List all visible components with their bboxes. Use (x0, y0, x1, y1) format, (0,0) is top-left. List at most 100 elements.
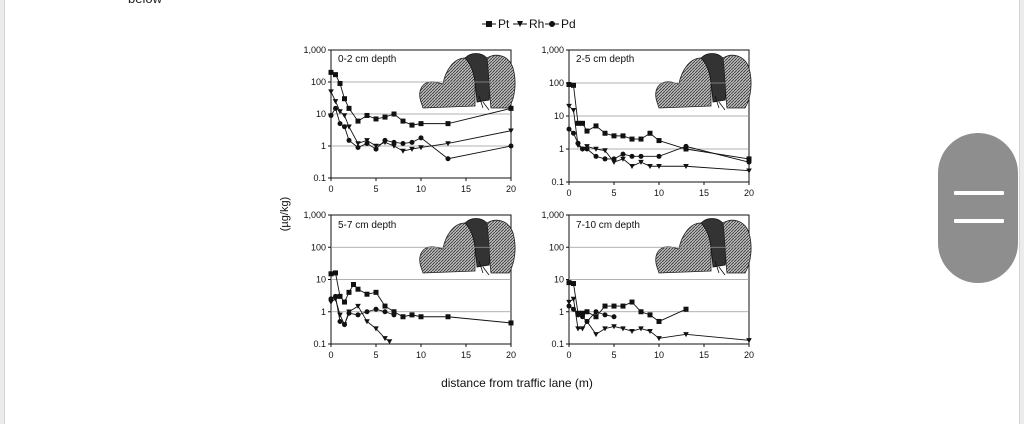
point-pt (580, 310, 585, 316)
point-pd (373, 306, 379, 312)
point-pt (656, 318, 662, 324)
point-pd (580, 146, 585, 152)
point-pt (337, 80, 343, 86)
point-rh (593, 146, 599, 152)
point-pd (620, 151, 626, 157)
point-pt (566, 280, 572, 286)
panel-title: 7-10 cm depth (576, 220, 640, 231)
point-pd (611, 156, 617, 162)
x-tick-label: 0 (566, 350, 571, 360)
point-rh (400, 148, 406, 154)
handle-grip-line-icon (954, 191, 1004, 195)
x-tick-label: 20 (506, 184, 516, 194)
point-pt (647, 312, 653, 318)
legend: Pt Rh Pd (482, 17, 576, 31)
lungs-illustration-icon (419, 218, 516, 276)
x-tick-label: 10 (654, 188, 664, 198)
point-rh (355, 303, 361, 309)
point-pd (445, 156, 451, 162)
x-tick-label: 15 (699, 350, 709, 360)
x-tick-label: 15 (699, 188, 709, 198)
point-pt (508, 320, 514, 326)
legend-rh-marker (517, 21, 523, 27)
point-pd (508, 143, 514, 149)
point-pd (629, 153, 635, 159)
point-pt (342, 96, 347, 102)
point-pt (571, 281, 576, 287)
x-tick-label: 0 (328, 184, 333, 194)
point-pt (409, 312, 415, 318)
point-pt (584, 128, 590, 134)
y-axis-title: (µg/kg) (279, 197, 291, 231)
point-rh (418, 145, 424, 151)
point-pt (647, 130, 653, 136)
point-pt (602, 130, 608, 136)
point-rh (593, 332, 599, 338)
point-pd (584, 146, 590, 152)
point-pt (629, 299, 635, 305)
point-pd (355, 312, 361, 318)
point-pd (566, 303, 572, 309)
point-rh (386, 339, 393, 345)
point-pt (580, 120, 585, 126)
point-rh (602, 148, 608, 154)
legend-pd-label: Pd (561, 17, 576, 31)
point-pd (593, 153, 599, 159)
point-pd (373, 146, 379, 152)
y-tick-label: 100 (311, 242, 326, 252)
point-pt (364, 112, 370, 118)
point-pt (593, 123, 599, 129)
point-pt (400, 118, 406, 124)
point-pd (346, 137, 352, 143)
handle-grip-line-icon (954, 219, 1004, 223)
x-tick-label: 15 (461, 350, 471, 360)
point-pt (400, 314, 406, 320)
x-tick-label: 0 (566, 188, 571, 198)
point-rh (373, 143, 379, 149)
drag-handle[interactable] (938, 133, 1018, 283)
x-tick-label: 5 (373, 350, 378, 360)
point-pd (575, 312, 581, 318)
y-tick-label: 100 (549, 78, 564, 88)
point-pd (683, 143, 689, 149)
point-rh (355, 141, 361, 147)
point-rh (570, 296, 577, 302)
point-rh (570, 107, 577, 113)
point-rh (566, 299, 572, 305)
point-pt (593, 314, 599, 320)
point-pd (409, 139, 415, 145)
series-line-pd (330, 107, 512, 160)
point-pd (593, 309, 599, 315)
legend-pt-label: Pt (498, 17, 510, 31)
point-pt (602, 303, 608, 309)
point-pt (328, 271, 334, 277)
point-rh (337, 109, 343, 115)
x-tick-label: 10 (654, 350, 664, 360)
y-tick-label: 100 (549, 242, 564, 252)
y-tick-label: 1 (559, 144, 564, 154)
point-pt (333, 72, 338, 78)
point-rh (656, 336, 662, 342)
point-pd (364, 309, 370, 315)
point-pd (602, 156, 608, 162)
point-rh (746, 168, 752, 174)
point-rh (683, 164, 689, 170)
point-pt (683, 146, 689, 152)
y-tick-label: 1,000 (303, 210, 326, 220)
point-pt (333, 270, 338, 276)
point-rh (332, 99, 339, 105)
point-rh (566, 103, 572, 109)
lungs-illustration-icon (655, 53, 752, 111)
y-tick-label: 0.1 (551, 339, 564, 349)
point-pt (584, 309, 590, 315)
point-pt (355, 286, 361, 292)
y-tick-label: 0.1 (313, 339, 326, 349)
point-rh (364, 319, 370, 325)
point-pd (391, 312, 397, 318)
point-rh (656, 164, 662, 170)
x-tick-label: 20 (506, 350, 516, 360)
point-rh (647, 328, 653, 334)
x-tick-label: 20 (744, 188, 754, 198)
panel-title: 5-7 cm depth (338, 220, 396, 231)
point-pt (638, 309, 644, 315)
